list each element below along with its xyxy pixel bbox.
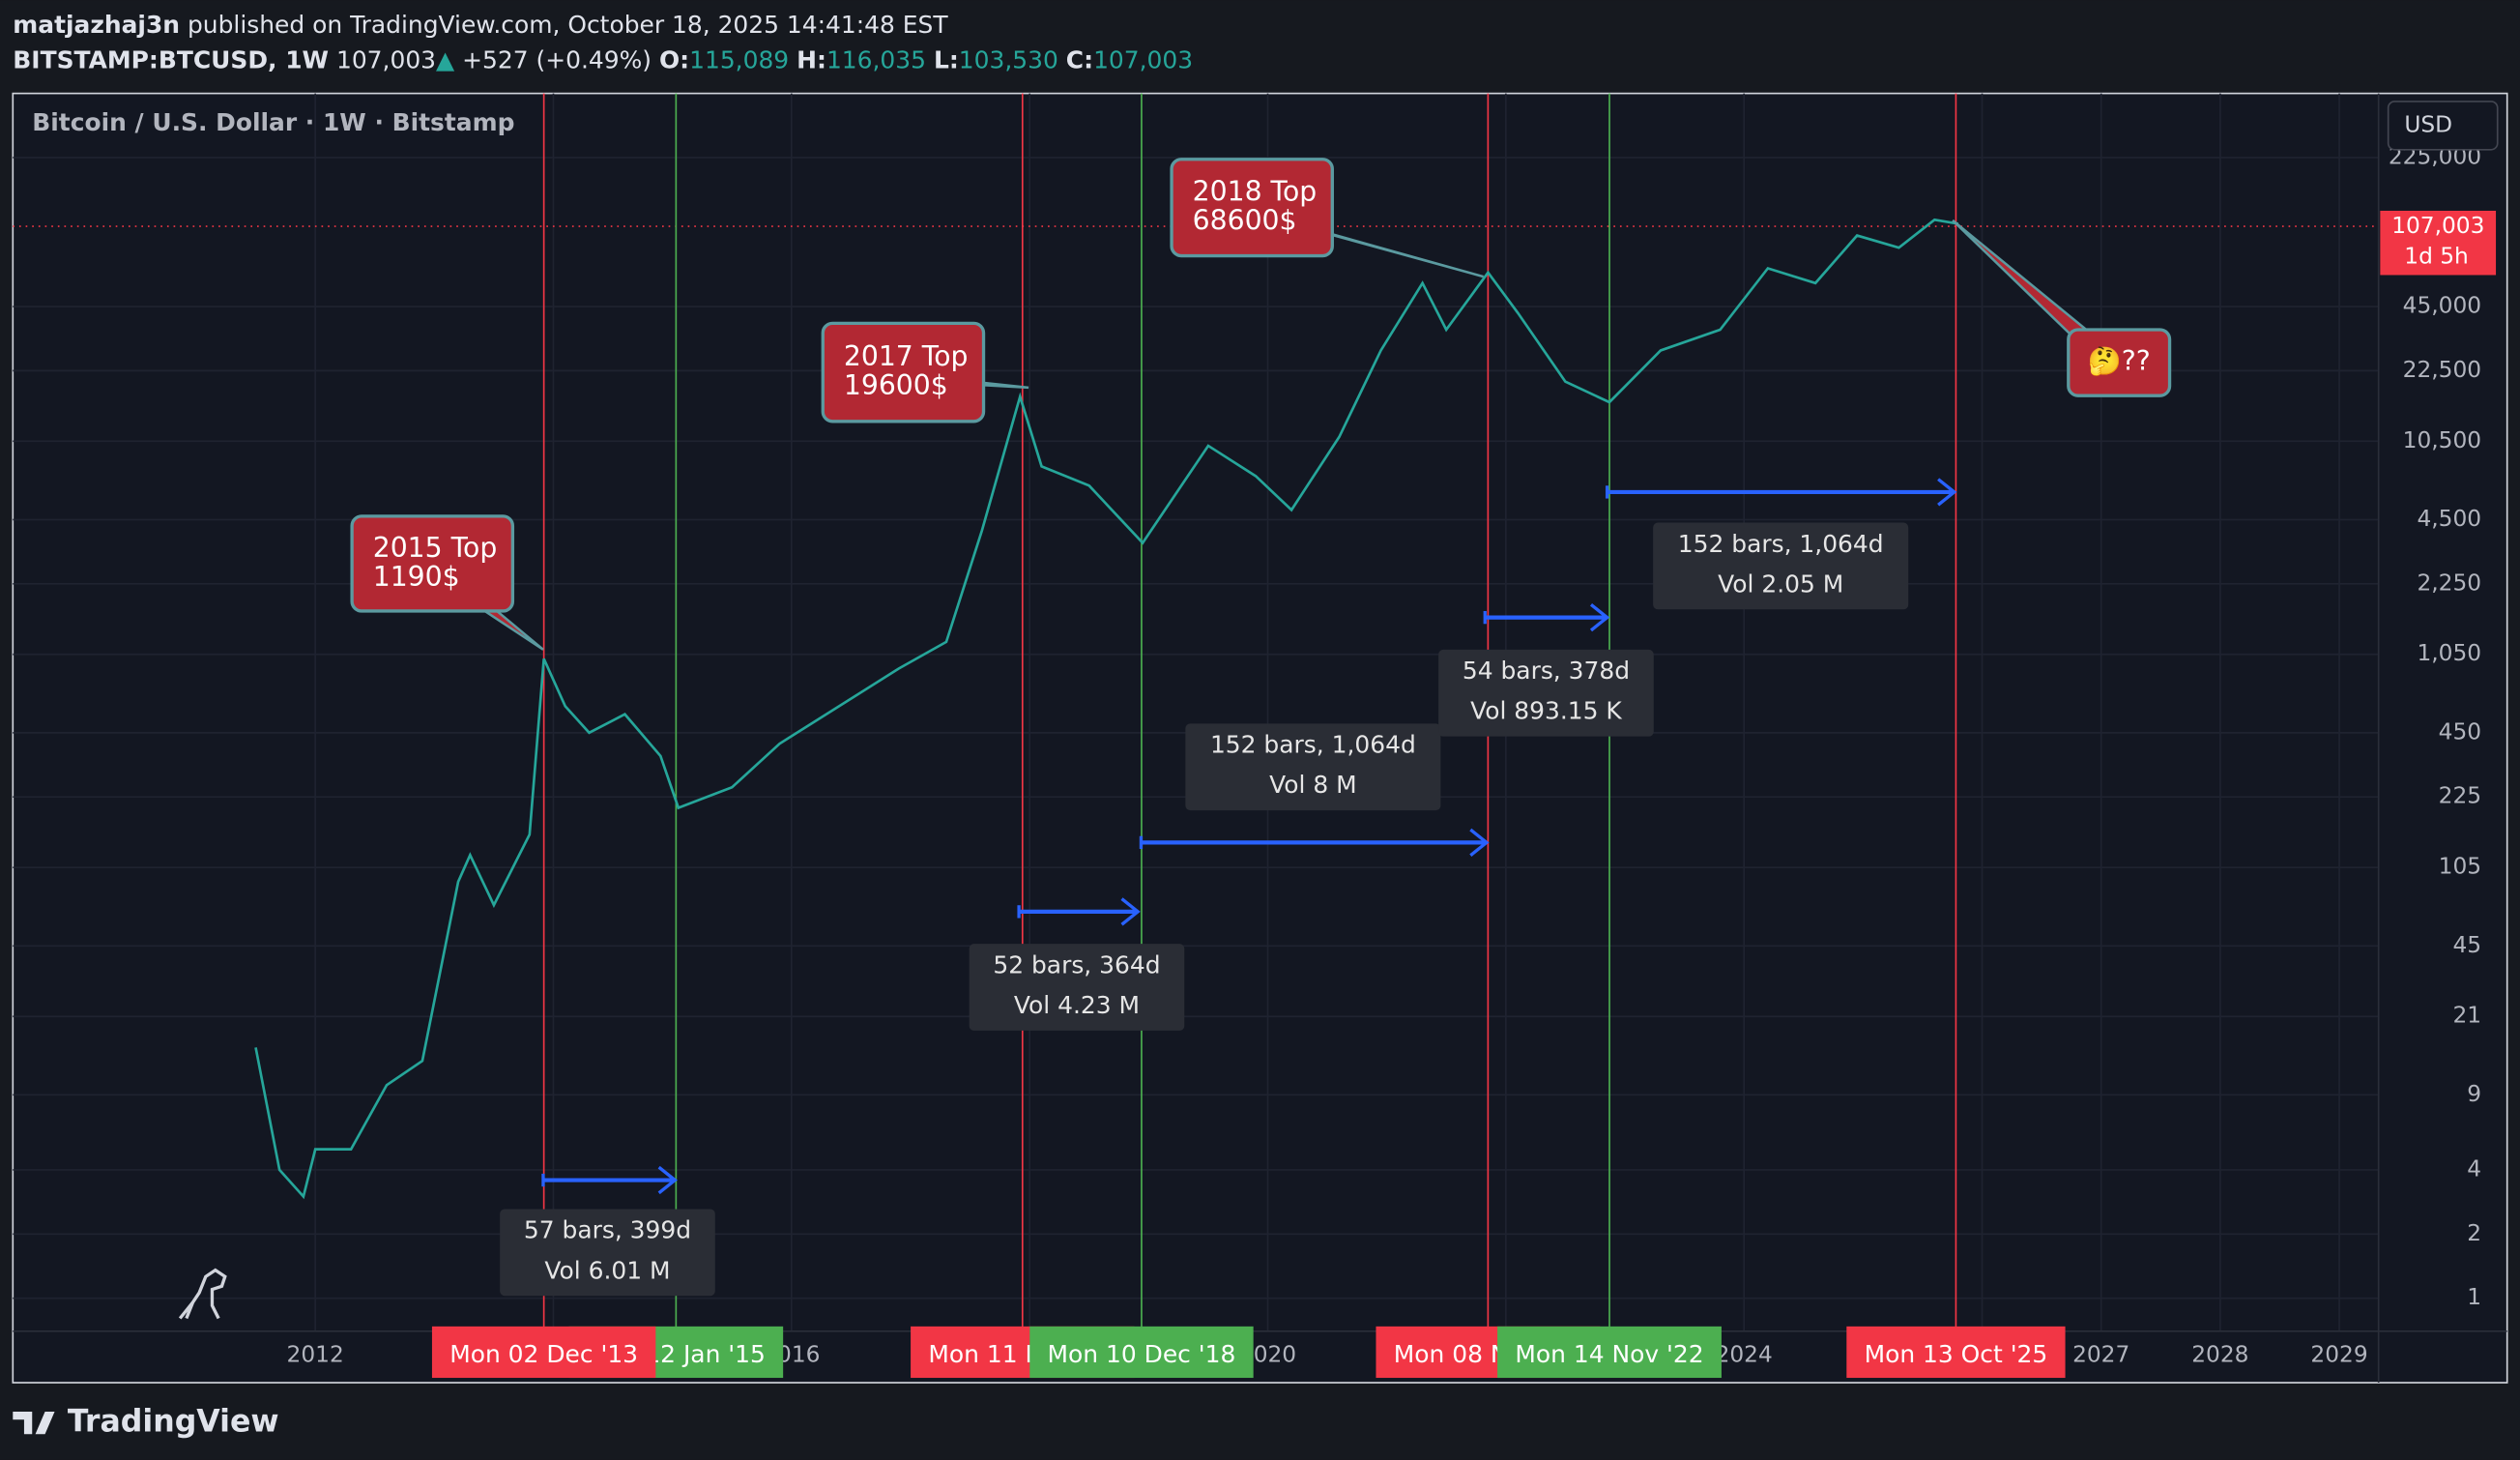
measure-text: Vol 4.23 M xyxy=(1014,991,1140,1019)
header-line-2: BITSTAMP:BTCUSD, 1W 107,003▲ +527 (+0.49… xyxy=(13,45,1193,73)
measure-text: 52 bars, 364d xyxy=(993,950,1160,978)
measure-arrowhead xyxy=(1937,478,1957,507)
c-label: C: xyxy=(1066,45,1093,73)
measure-text: 54 bars, 378d xyxy=(1463,657,1630,685)
currency-button[interactable] xyxy=(2387,101,2499,151)
measure-text: Vol 8 M xyxy=(1269,771,1357,799)
brand: TradingView xyxy=(68,1405,279,1440)
measure-arrowhead xyxy=(1589,603,1610,632)
low: 103,530 xyxy=(959,45,1058,73)
y-tick-label: 9 xyxy=(2467,1081,2481,1107)
event-date-box xyxy=(1497,1326,1722,1379)
event-date-box xyxy=(431,1326,656,1379)
last: 107,003 xyxy=(336,45,436,73)
y-tick-label: 21 xyxy=(2452,1003,2481,1029)
last-price-countdown: 1d 5h xyxy=(2404,244,2469,270)
last-price-tag xyxy=(2380,210,2497,276)
event-date-box xyxy=(1846,1326,2066,1379)
measure-box xyxy=(1438,649,1654,737)
measure-text: 152 bars, 1,064d xyxy=(1210,731,1416,759)
callout-box xyxy=(350,514,515,613)
y-tick-label: 22,500 xyxy=(2403,357,2481,383)
measure-arrowhead xyxy=(1120,897,1141,926)
callout-text: 19600$ xyxy=(844,369,948,401)
high: 116,035 xyxy=(826,45,926,73)
l-label: L: xyxy=(934,45,959,73)
measure-box xyxy=(969,944,1185,1031)
header-line-1: matjazhaj3n published on TradingView.com… xyxy=(13,11,948,39)
callout-text: 68600$ xyxy=(1193,205,1297,237)
measure-box xyxy=(1185,723,1441,811)
brand-logo xyxy=(13,1411,55,1435)
callout-text: 2018 Top xyxy=(1193,176,1318,208)
y-tick-label: 105 xyxy=(2439,854,2481,880)
measure-arrowhead xyxy=(657,1165,678,1195)
arrow: ▲ xyxy=(436,45,455,73)
event-date-box xyxy=(1029,1326,1254,1379)
y-tick-label: 450 xyxy=(2439,718,2481,745)
price-line xyxy=(254,218,1959,1200)
y-tick-label: 4,500 xyxy=(2417,506,2481,532)
measure-text: 57 bars, 399d xyxy=(524,1216,691,1244)
x-tick-label: 2029 xyxy=(2310,1341,2367,1367)
callout-text: 2015 Top xyxy=(373,532,498,564)
event-date: Mon 02 Dec '13 xyxy=(449,1340,638,1368)
measure-text: 152 bars, 1,064d xyxy=(1678,530,1884,558)
y-tick-label: 45 xyxy=(2452,932,2481,958)
measure-box xyxy=(500,1209,715,1297)
last-price-label: 107,003 xyxy=(2391,213,2484,239)
author: matjazhaj3n xyxy=(13,11,180,39)
y-tick-label: 10,500 xyxy=(2403,427,2481,453)
event-date: Mon 14 Nov '22 xyxy=(1515,1340,1703,1368)
close: 107,003 xyxy=(1093,45,1193,73)
y-tick-label: 2,250 xyxy=(2417,569,2481,596)
x-tick-label: 2028 xyxy=(2191,1341,2248,1367)
callout-text: 🤔?? xyxy=(2088,345,2151,377)
layer: 1 2 4 9 21 45 105 225 450 1,050 2,250 4,500 10,500 22… xyxy=(13,93,2507,1384)
measure-box xyxy=(1653,522,1909,610)
symbol: BITSTAMP:BTCUSD, 1W xyxy=(13,45,329,73)
published: published on TradingView.com, October 18… xyxy=(188,11,948,39)
x-tick-label: 2024 xyxy=(1716,1341,1773,1367)
y-tick-label: 1 xyxy=(2467,1284,2481,1310)
currency[interactable]: USD xyxy=(2404,111,2452,137)
dino-icon xyxy=(178,1268,227,1320)
x-tick-label: 2012 xyxy=(287,1341,344,1367)
y-tick-label: 1,050 xyxy=(2417,640,2481,666)
y-tick-label: 45,000 xyxy=(2403,293,2481,319)
measure-arrowhead xyxy=(1469,828,1490,857)
h-label: H: xyxy=(797,45,826,73)
o-label: O: xyxy=(659,45,689,73)
callout-box xyxy=(2067,328,2172,397)
measure-text: Vol 2.05 M xyxy=(1718,569,1843,598)
chart-title: Bitcoin / U.S. Dollar · 1W · Bitstamp xyxy=(32,108,514,136)
measure-text: Vol 6.01 M xyxy=(544,1256,670,1284)
callout-text: 1190$ xyxy=(373,561,460,593)
y-tick-label: 2 xyxy=(2467,1220,2481,1246)
callout-text: 2017 Top xyxy=(844,340,969,372)
event-date: Mon 10 Dec '18 xyxy=(1048,1340,1236,1368)
callout-box xyxy=(821,321,986,423)
open: 115,089 xyxy=(689,45,789,73)
y-tick-label: 225 xyxy=(2439,783,2481,809)
measure-text: Vol 893.15 K xyxy=(1470,697,1622,725)
callout-box xyxy=(1170,158,1334,258)
event-date: Mon 13 Oct '25 xyxy=(1865,1340,2048,1368)
change: +527 (+0.49%) xyxy=(462,45,652,73)
x-tick-label: 2027 xyxy=(2072,1341,2129,1367)
y-tick-label: 4 xyxy=(2467,1155,2481,1182)
